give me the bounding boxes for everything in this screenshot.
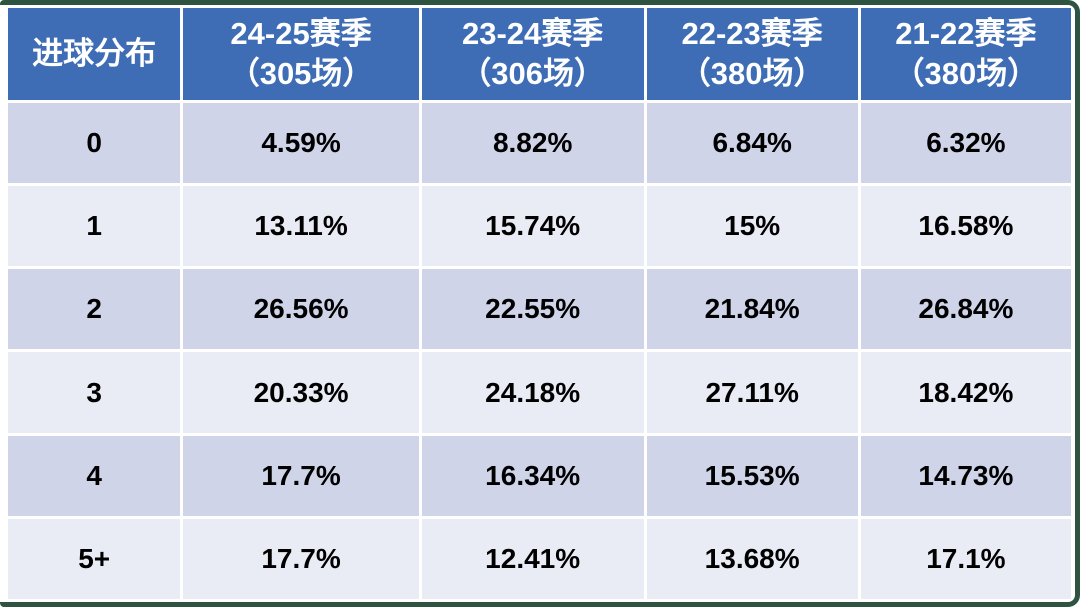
- row-label: 5+: [8, 518, 181, 599]
- cell-value: 13.11%: [183, 186, 419, 267]
- season-matches: （305场）: [228, 56, 374, 91]
- cell-value: 13.68%: [646, 518, 858, 599]
- cell-value: 17.7%: [183, 435, 419, 516]
- cell-value: 26.56%: [183, 269, 419, 350]
- cell-value: 20.33%: [183, 352, 419, 433]
- cell-value: 4.59%: [183, 103, 419, 184]
- table-row-0-goals: 0 4.59% 8.82% 6.84% 6.32%: [8, 103, 1071, 184]
- season-name: 23-24赛季: [462, 15, 604, 51]
- cell-value: 15.53%: [646, 435, 858, 516]
- cell-value: 12.41%: [421, 518, 644, 599]
- corner-header-label: 进球分布: [32, 35, 157, 71]
- table-row-4-goals: 4 17.7% 16.34% 15.53% 14.73%: [8, 435, 1071, 516]
- cell-value: 17.7%: [183, 518, 419, 599]
- cell-value: 16.34%: [421, 435, 644, 516]
- cell-value: 15%: [646, 186, 858, 267]
- cell-value: 15.74%: [421, 186, 644, 267]
- season-header-23-24: 23-24赛季 （306场）: [421, 8, 644, 100]
- season-header-24-25: 24-25赛季 （305场）: [183, 8, 419, 100]
- table-row-1-goal: 1 13.11% 15.74% 15% 16.58%: [8, 186, 1071, 267]
- season-name: 24-25赛季: [230, 15, 372, 51]
- season-header-21-22: 21-22赛季 （380场）: [860, 8, 1071, 100]
- cell-value: 6.84%: [646, 103, 858, 184]
- season-matches: （380场）: [893, 56, 1039, 91]
- header-row: 进球分布 24-25赛季 （305场） 23-24赛季 （306场） 22-23…: [8, 8, 1071, 100]
- cell-value: 26.84%: [860, 269, 1071, 350]
- season-matches: （306场）: [460, 56, 606, 91]
- row-label: 4: [8, 435, 181, 516]
- cell-value: 21.84%: [646, 269, 858, 350]
- table-body: 0 4.59% 8.82% 6.84% 6.32% 1 13.11% 15.74…: [8, 103, 1071, 599]
- table-header: 进球分布 24-25赛季 （305场） 23-24赛季 （306场） 22-23…: [8, 8, 1071, 100]
- table-row-5plus-goals: 5+ 17.7% 12.41% 13.68% 17.1%: [8, 518, 1071, 599]
- cell-value: 8.82%: [421, 103, 644, 184]
- row-label: 1: [8, 186, 181, 267]
- goal-distribution-table: 进球分布 24-25赛季 （305场） 23-24赛季 （306场） 22-23…: [5, 5, 1074, 602]
- cell-value: 27.11%: [646, 352, 858, 433]
- row-label: 0: [8, 103, 181, 184]
- corner-header-goal-distribution: 进球分布: [8, 8, 181, 100]
- cell-value: 22.55%: [421, 269, 644, 350]
- cell-value: 16.58%: [860, 186, 1071, 267]
- cell-value: 14.73%: [860, 435, 1071, 516]
- row-label: 3: [8, 352, 181, 433]
- season-name: 22-23赛季: [681, 15, 823, 51]
- season-matches: （380场）: [679, 56, 825, 91]
- season-header-22-23: 22-23赛季 （380场）: [646, 8, 858, 100]
- row-label: 2: [8, 269, 181, 350]
- cell-value: 18.42%: [860, 352, 1071, 433]
- table-row-2-goals: 2 26.56% 22.55% 21.84% 26.84%: [8, 269, 1071, 350]
- cell-value: 24.18%: [421, 352, 644, 433]
- season-name: 21-22赛季: [895, 15, 1037, 51]
- cell-value: 6.32%: [860, 103, 1071, 184]
- table-row-3-goals: 3 20.33% 24.18% 27.11% 18.42%: [8, 352, 1071, 433]
- cell-value: 17.1%: [860, 518, 1071, 599]
